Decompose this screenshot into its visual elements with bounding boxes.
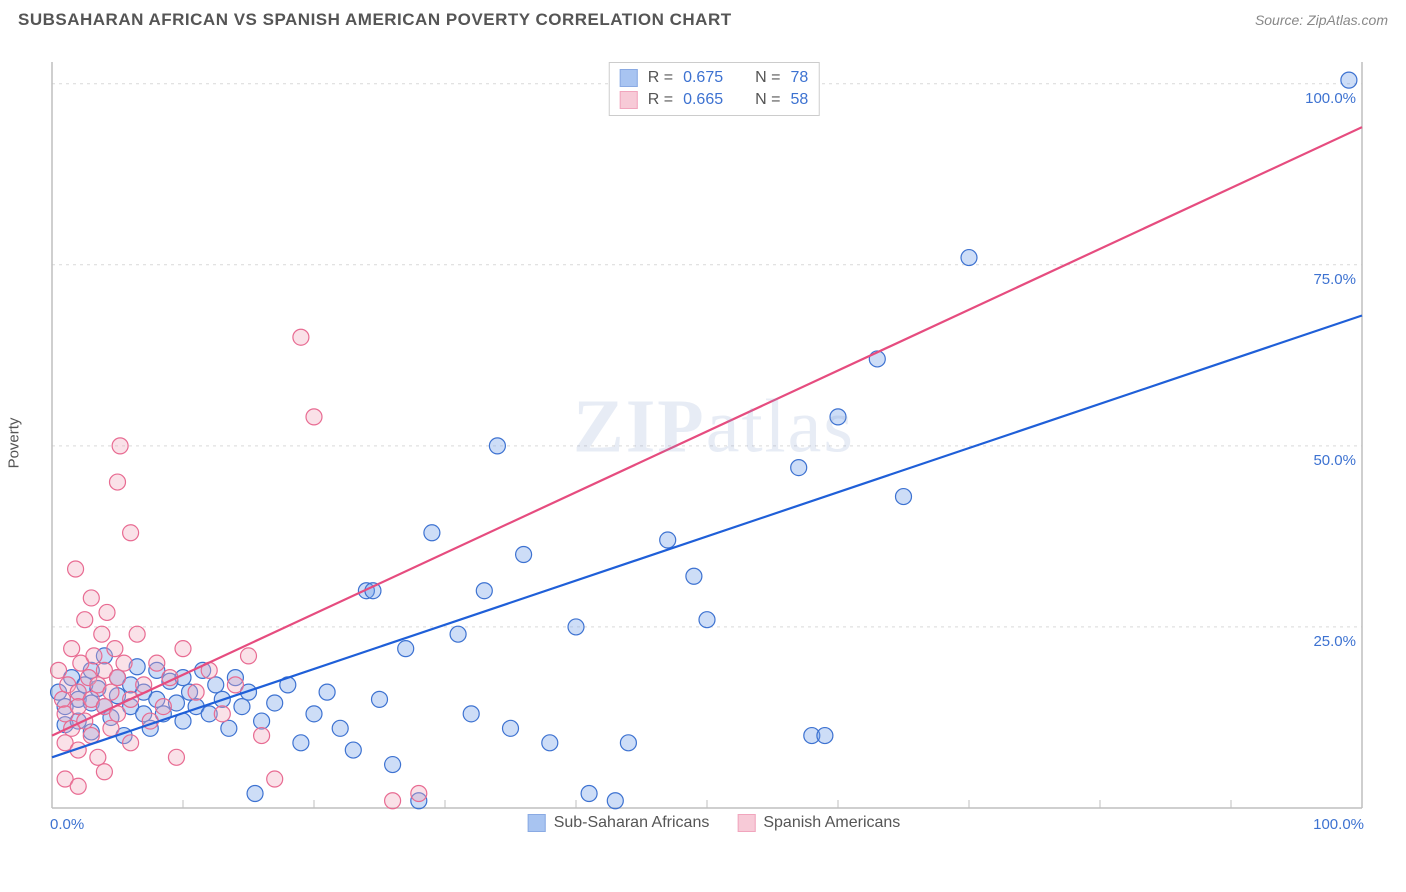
- legend-item-spanish: Spanish Americans: [737, 814, 900, 832]
- swatch-subsaharan: [528, 814, 546, 832]
- chart-header: SUBSAHARAN AFRICAN VS SPANISH AMERICAN P…: [0, 0, 1406, 36]
- y-axis-label: Poverty: [6, 418, 23, 469]
- stats-row-subsaharan: R = 0.675 N = 78: [620, 67, 809, 89]
- source-attribution: Source: ZipAtlas.com: [1255, 12, 1388, 28]
- chart-area: Poverty ZIPatlas R = 0.675 N = 78 R = 0.…: [44, 48, 1384, 838]
- swatch-subsaharan: [620, 69, 638, 87]
- legend-item-subsaharan: Sub-Saharan Africans: [528, 814, 710, 832]
- swatch-spanish: [620, 91, 638, 109]
- bottom-legend: Sub-Saharan Africans Spanish Americans: [528, 814, 901, 832]
- r-value-spanish: 0.665: [683, 91, 723, 109]
- y-tick-label: 75.0%: [1313, 271, 1356, 288]
- r-label: R =: [648, 69, 673, 87]
- r-label: R =: [648, 91, 673, 109]
- legend-label-subsaharan: Sub-Saharan Africans: [554, 814, 710, 832]
- y-tick-label: 100.0%: [1305, 90, 1356, 107]
- scatter-chart-svg: [44, 48, 1384, 838]
- legend-label-spanish: Spanish Americans: [763, 814, 900, 832]
- swatch-spanish: [737, 814, 755, 832]
- n-value-spanish: 58: [790, 91, 808, 109]
- r-value-subsaharan: 0.675: [683, 69, 723, 87]
- n-label: N =: [755, 91, 780, 109]
- chart-title: SUBSAHARAN AFRICAN VS SPANISH AMERICAN P…: [18, 10, 732, 30]
- n-label: N =: [755, 69, 780, 87]
- x-tick-label: 0.0%: [50, 816, 84, 833]
- n-value-subsaharan: 78: [790, 69, 808, 87]
- y-tick-label: 50.0%: [1313, 452, 1356, 469]
- y-tick-label: 25.0%: [1313, 633, 1356, 650]
- stats-row-spanish: R = 0.665 N = 58: [620, 89, 809, 111]
- x-tick-label: 100.0%: [1313, 816, 1364, 833]
- stats-legend: R = 0.675 N = 78 R = 0.665 N = 58: [609, 62, 820, 116]
